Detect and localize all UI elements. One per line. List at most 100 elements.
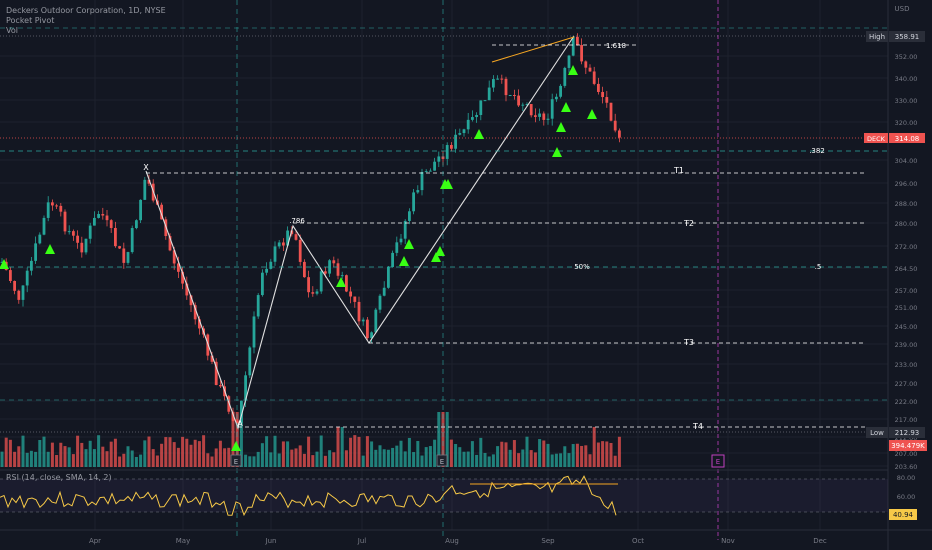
pocket-pivot-triangle [45, 244, 55, 254]
volume-bar [554, 453, 558, 467]
candle-body [496, 78, 499, 80]
candle-body [72, 231, 75, 236]
candle-body [340, 275, 344, 277]
candle-body [277, 242, 281, 247]
volume-bar [588, 454, 592, 467]
price-tick-label: 227.00 [895, 380, 918, 388]
candle-body [571, 36, 575, 56]
volume-bar [164, 437, 168, 467]
pocket-pivot-triangle [556, 122, 566, 132]
volume-bar [445, 412, 449, 467]
candle-body [588, 67, 592, 72]
candle-body [546, 118, 550, 120]
candle-body [55, 205, 58, 207]
volume-bar [533, 452, 537, 467]
earnings-marker-upcoming [711, 454, 725, 468]
volume-bar [4, 437, 8, 467]
volume-bar [424, 447, 428, 467]
volume-bar [357, 436, 361, 467]
volume-bar [521, 449, 525, 467]
candle-body [80, 242, 84, 253]
candle-body [458, 133, 462, 135]
candle-body [101, 214, 105, 216]
pocket-pivot-triangle [435, 246, 445, 256]
candle-body [63, 211, 67, 232]
candle-body [143, 179, 147, 200]
candle-body [366, 319, 369, 339]
candle-body [25, 270, 29, 286]
candle-body [59, 205, 63, 212]
candle-body [336, 263, 340, 276]
volume-bar [273, 435, 277, 467]
candle-body [256, 295, 260, 317]
volume-bar [449, 439, 453, 467]
time-tick-label: Dec [813, 537, 827, 545]
pocket-pivot-triangle [231, 441, 241, 451]
pocket-pivot-triangle [568, 65, 578, 75]
volume-bar [88, 440, 92, 467]
candle-body [353, 296, 357, 302]
candle-body [109, 220, 113, 228]
candle-body [555, 96, 558, 100]
time-tick-label: Nov [721, 537, 735, 545]
candle-body [185, 283, 189, 296]
rsi-value-badge [889, 509, 917, 520]
price-tick-label: 288.00 [895, 200, 918, 208]
candle-body [450, 145, 453, 149]
currency-label: USD [895, 5, 910, 13]
time-tick-label: Jul [357, 537, 367, 545]
time-tick-label: Oct [632, 537, 644, 545]
candle-body [168, 236, 172, 251]
volume-bar [567, 453, 571, 467]
volume-bar [344, 450, 348, 467]
indicator-pocket-pivot-label[interactable]: Pocket Pivot [6, 16, 55, 25]
candle-body [105, 215, 109, 221]
indicator-volume-label[interactable]: Vol [6, 26, 18, 35]
candle-body [580, 45, 583, 62]
volume-bar [206, 453, 210, 467]
candle-body [286, 230, 289, 246]
volume-bar [437, 412, 441, 467]
volume-bar [269, 452, 273, 467]
volume-bar [290, 449, 294, 467]
candle-body [613, 120, 617, 131]
candle-body [529, 104, 533, 116]
volume-bar [80, 442, 84, 467]
volume-bar [76, 435, 80, 467]
volume-bar [227, 447, 231, 467]
earnings-marker-1 [230, 454, 242, 467]
candle-body [479, 100, 483, 115]
volume-bar [105, 451, 109, 467]
volume-bar [34, 451, 38, 467]
low-badge-label [866, 427, 888, 438]
target-t2-label: T2 [683, 219, 694, 228]
low-badge [889, 427, 925, 438]
rsi-tick-label: 80.00 [897, 474, 916, 482]
volume-bar [315, 451, 319, 467]
volume-bar [302, 453, 306, 467]
volume-bar [336, 427, 340, 467]
candle-body [51, 202, 54, 206]
volume-bar [260, 443, 264, 467]
volume-bar [466, 451, 470, 467]
fib-786-label: .786 [289, 217, 305, 225]
candle-body [584, 61, 588, 68]
volume-bar [374, 449, 378, 467]
candle-body [269, 261, 273, 269]
volume-bar [391, 447, 395, 467]
volume-bar [592, 427, 596, 467]
volume-bar [84, 449, 88, 467]
volume-bar [416, 440, 420, 467]
volume-bar [500, 441, 504, 467]
volume-bar [214, 448, 218, 467]
price-axis: 352.00 340.00 330.00 320.00 304.00 296.00 288.… [895, 53, 918, 471]
high-label: High [869, 33, 885, 41]
price-tick-label: 203.60 [895, 463, 918, 471]
candle-body [67, 231, 71, 233]
candle-body [118, 246, 121, 249]
volume-bar [286, 441, 290, 467]
volume-bar [382, 449, 386, 467]
volume-bar [55, 455, 59, 467]
candle-body [408, 211, 411, 221]
